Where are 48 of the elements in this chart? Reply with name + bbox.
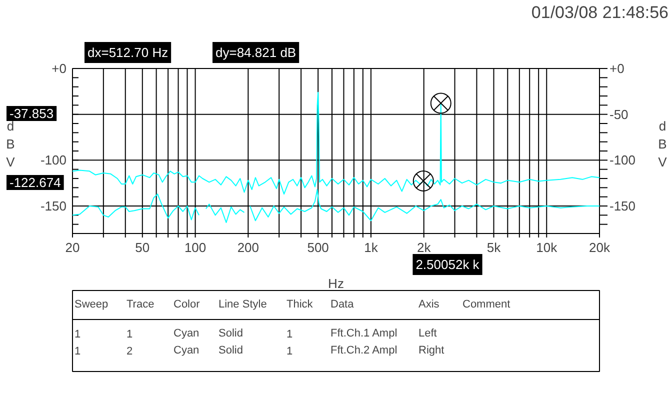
- text: Solid: [218, 328, 243, 340]
- text: Solid: [218, 344, 243, 356]
- x-tick-label: 100: [184, 240, 206, 255]
- text: Sweep: [74, 298, 108, 310]
- x-tick-label: 5k: [486, 240, 502, 255]
- x-tick-label: 2k: [416, 240, 432, 255]
- x-axis-title: Hz: [328, 276, 344, 291]
- text: Right: [418, 344, 444, 356]
- text: Color: [174, 298, 200, 310]
- y-tick-label: -100: [40, 152, 67, 168]
- text: Line Style: [218, 298, 267, 310]
- y-tick-label: -150: [40, 198, 67, 214]
- text: dx=512.70 Hz: [88, 45, 168, 60]
- text: Thick: [286, 298, 314, 310]
- y2-tick-label: -150: [610, 198, 636, 214]
- text: 2.50052k k: [416, 257, 480, 272]
- text: Comment: [462, 298, 510, 310]
- text: Trace: [126, 298, 154, 310]
- x-tick-label: 10k: [536, 240, 558, 255]
- y-tick-label: +0: [52, 61, 67, 76]
- x-tick-label: 20: [65, 240, 80, 255]
- x-tick-label: 1k: [364, 240, 378, 255]
- text: 01/03/08 21:48:56: [531, 3, 669, 22]
- x-tick-label: 20k: [589, 240, 610, 255]
- text: 1: [286, 328, 293, 340]
- y2-axis-title: dBV: [658, 118, 668, 170]
- x-tick-label: 500: [307, 240, 329, 255]
- y2-tick-label: -100: [610, 152, 636, 168]
- text: Cyan: [174, 344, 200, 356]
- text: -37.853: [10, 106, 54, 121]
- y2-tick-label: +0: [610, 61, 624, 76]
- text: Cyan: [174, 328, 200, 340]
- text: Fft.Ch.1 Ampl: [330, 328, 398, 340]
- text: 1: [126, 328, 133, 340]
- text: 1: [74, 328, 81, 340]
- text: -122.674: [10, 175, 61, 190]
- text: 2: [126, 346, 133, 358]
- text: Left: [418, 328, 437, 340]
- text: 1: [74, 346, 81, 358]
- x-tick-label: 50: [135, 240, 150, 255]
- text: Data: [330, 298, 355, 310]
- y-axis-title: dBV: [6, 118, 16, 170]
- y2-tick-label: -50: [610, 106, 628, 122]
- text: dy=84.821 dB: [216, 45, 296, 60]
- text: Fft.Ch.2 Ampl: [330, 344, 398, 356]
- text: Axis: [418, 298, 440, 310]
- text: 1: [286, 346, 293, 358]
- x-tick-label: 200: [237, 240, 260, 255]
